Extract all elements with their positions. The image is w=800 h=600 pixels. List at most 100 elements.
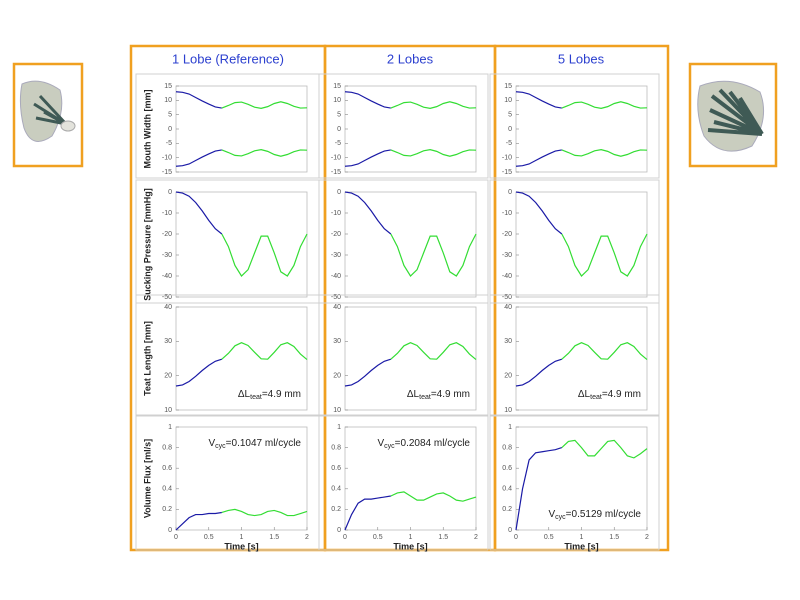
y-tick-label: 5 — [337, 112, 341, 119]
y-tick-label: -10 — [331, 210, 341, 217]
y-tick-label: 40 — [333, 304, 341, 311]
y-tick-label: 40 — [504, 304, 512, 311]
annotation-symbol: V — [209, 438, 216, 449]
y-tick-label: 30 — [504, 338, 512, 345]
series-line — [175, 191, 223, 235]
panel-frame — [493, 44, 670, 552]
y-tick-label: -20 — [331, 231, 341, 238]
x-tick-label: 2 — [645, 534, 649, 541]
series-line — [561, 101, 648, 109]
y-tick-label: -40 — [502, 273, 512, 280]
y-tick-label: 0.2 — [502, 506, 512, 513]
y-tick-label: -50 — [502, 294, 512, 301]
subplot: 40 30 20 10 Teat Length [mm] ΔLteat=4.9 mm — [135, 294, 320, 417]
subplot: 0 -10 -20 -30 -40 -50 — [489, 179, 660, 304]
y-tick-label: -5 — [335, 140, 341, 147]
annotation: ΔLteat=4.9 mm — [238, 389, 301, 401]
model-nipple — [60, 120, 76, 132]
y-tick-label: 0 — [508, 189, 512, 196]
subplot: 0 -10 -20 -30 -40 -50 Sucking Pressure [mmHg] — [135, 179, 320, 304]
y-axis-label: Sucking Pressure [mmHg] — [142, 188, 152, 301]
y-tick-label: -20 — [502, 231, 512, 238]
y-tick-label: 0.2 — [331, 506, 341, 513]
x-tick-label: 0 — [174, 534, 178, 541]
subplot-frame — [135, 179, 320, 304]
annotation: Vcyc=0.1047 ml/cycle — [209, 438, 302, 450]
annotation-value: =4.9 mm — [262, 389, 301, 400]
y-tick-label: 0 — [508, 126, 512, 133]
y-tick-label: -30 — [331, 252, 341, 259]
y-tick-label: 0.8 — [331, 444, 341, 451]
y-tick-label: -10 — [502, 210, 512, 217]
x-tick-label: 1 — [240, 534, 244, 541]
y-tick-label: -5 — [166, 140, 172, 147]
series-line — [221, 101, 308, 109]
subplot-frame — [318, 179, 489, 304]
y-tick-label: -5 — [506, 140, 512, 147]
series-line — [221, 342, 308, 360]
x-tick-label: 2 — [305, 534, 309, 541]
annotation-value: =0.1047 ml/cycle — [226, 438, 302, 449]
series-line — [561, 233, 648, 277]
series-line — [390, 149, 477, 157]
y-tick-label: -30 — [502, 252, 512, 259]
subplot-frame — [489, 414, 660, 551]
axes-box — [175, 85, 308, 173]
y-tick-label: 1 — [337, 424, 341, 431]
axes-box — [175, 191, 308, 298]
x-tick-label: 1.5 — [609, 534, 619, 541]
y-tick-label: -30 — [162, 252, 172, 259]
y-tick-label: 0 — [337, 189, 341, 196]
annotation-value: =4.9 mm — [431, 389, 470, 400]
y-tick-label: -10 — [162, 210, 172, 217]
y-tick-label: -15 — [162, 169, 172, 176]
y-tick-label: 5 — [508, 112, 512, 119]
x-tick-label: 0.5 — [204, 534, 214, 541]
y-tick-label: 30 — [333, 338, 341, 345]
subplot: 40 30 20 10 ΔLteat=4.9 mm — [318, 294, 489, 417]
x-tick-label: 0.5 — [373, 534, 383, 541]
axes-box — [344, 306, 477, 411]
axes-box — [344, 85, 477, 173]
annotation: Vcyc=0.2084 ml/cycle — [378, 438, 471, 450]
annotation-value: =4.9 mm — [602, 389, 641, 400]
panel-frame — [129, 44, 327, 552]
series-line — [175, 149, 222, 167]
subplot-frame — [489, 179, 660, 304]
series-line — [175, 511, 222, 531]
y-tick-label: 0.6 — [502, 465, 512, 472]
subplot: 5 Lobes 15 10 5 0 -5 -10 -15 — [489, 51, 660, 179]
y-tick-label: 0 — [168, 189, 172, 196]
y-tick-label: -50 — [331, 294, 341, 301]
x-tick-label: 1.5 — [269, 534, 279, 541]
series-line — [175, 91, 222, 109]
y-tick-label: 10 — [504, 407, 512, 414]
y-tick-label: 1 — [508, 424, 512, 431]
series-line — [390, 342, 477, 360]
y-axis-label: Teat Length [mm] — [142, 321, 152, 396]
model-lobes — [707, 88, 764, 136]
axes-box — [515, 85, 648, 173]
series-line — [344, 191, 392, 235]
series-line — [515, 91, 562, 109]
y-tick-label: 30 — [164, 338, 172, 345]
y-tick-label: 10 — [504, 97, 512, 104]
series-line — [221, 149, 308, 157]
y-tick-label: 0.4 — [162, 486, 172, 493]
y-tick-label: 0 — [508, 527, 512, 534]
y-tick-label: 0 — [337, 126, 341, 133]
y-tick-label: 15 — [504, 83, 512, 90]
panel-title: 1 Lobe (Reference) — [172, 51, 284, 66]
subplot: 1 0.8 0.6 0.4 0.2 00 0.5 1 1.5 2 Time [s] Vcyc=0.20… — [318, 414, 489, 551]
subplot: 1 0.8 0.6 0.4 0.2 00 0.5 1 1.5 2 Time [s] Vcyc=0.51… — [489, 414, 660, 551]
annotation-subscript: cyc — [384, 443, 395, 450]
series-line — [515, 447, 563, 531]
y-tick-label: 0 — [337, 527, 341, 534]
subplot: 1 Lobe (Reference) 15 10 5 0 -5 -10 -15 Mouth Wi… — [135, 51, 320, 179]
annotation-subscript: cyc — [555, 514, 566, 521]
series-line — [344, 495, 391, 531]
y-tick-label: -50 — [162, 294, 172, 301]
series-line — [515, 191, 563, 235]
annotation-subscript: teat — [590, 394, 602, 401]
x-tick-label: 0 — [514, 534, 518, 541]
